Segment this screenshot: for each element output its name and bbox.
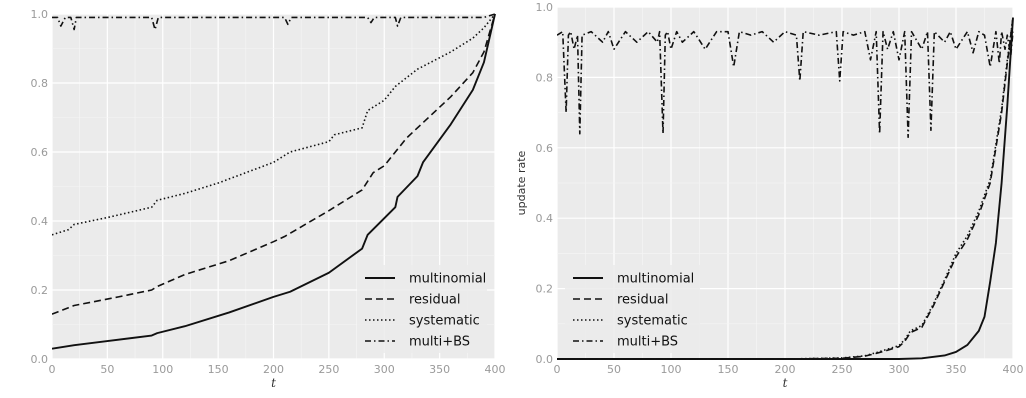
x-tick-label: 50 (100, 363, 114, 376)
legend-label-residual: residual (617, 293, 669, 308)
series-line-systematic (52, 13, 496, 236)
x-tick-label: 250 (318, 363, 339, 376)
y-tick-label: 0.2 (536, 283, 554, 296)
panel-2: 0 50 100 150 200 250 300 350 400 0.0 0.2 0.4 0.6 0.8 1… (515, 1, 1024, 390)
legend-box (357, 265, 487, 353)
x-tick-label: 300 (889, 363, 910, 376)
y-tick-label: 0.2 (31, 284, 49, 297)
x-tick-label: 400 (1003, 363, 1024, 376)
y-tick-label: 0.4 (536, 212, 554, 225)
x-axis-title: t (271, 376, 276, 390)
x-tick-label: 300 (374, 363, 395, 376)
x-tick-label: 200 (263, 363, 284, 376)
x-tick-label: 200 (775, 363, 796, 376)
y-tick-label: 0.4 (31, 215, 49, 228)
y-tick-label: 1.0 (31, 8, 49, 21)
x-tick-label: 400 (485, 363, 506, 376)
series-line-multi-bs (557, 30, 1014, 139)
panel-1: 0 50 100 150 200 250 300 350 400 0.0 0.2 0.4 0.6 0.8 1… (31, 8, 506, 390)
legend-label-multinomial: multinomial (409, 272, 486, 287)
x-tick-label: 150 (718, 363, 739, 376)
series-line-residual (52, 13, 496, 315)
legend-label-residual: residual (409, 293, 461, 308)
y-tick-label: 0.6 (536, 142, 554, 155)
legend-box (565, 265, 700, 353)
x-tick-label: 0 (49, 363, 56, 376)
y-tick-label: 0.6 (31, 146, 49, 159)
y-tick-label: 1.0 (536, 1, 554, 14)
series-line-multi-bs (52, 13, 496, 31)
y-tick-label: 0.0 (536, 353, 554, 366)
series-line-multinomial (52, 13, 496, 350)
series-group (557, 17, 1014, 360)
x-axis-title: t (783, 376, 788, 390)
legend: multinomial residual systematic multi+BS (357, 265, 487, 353)
legend-label-systematic: systematic (409, 314, 480, 329)
series-line-residual (557, 17, 1014, 360)
x-tick-label: 50 (607, 363, 621, 376)
legend-label-multi-bs: multi+BS (617, 335, 678, 350)
series-group (52, 13, 496, 350)
legend-label-multinomial: multinomial (617, 272, 694, 287)
x-tick-label: 150 (208, 363, 229, 376)
legend-label-multi-bs: multi+BS (409, 335, 470, 350)
y-tick-label: 0.0 (31, 353, 49, 366)
y-axis-title: update rate (515, 150, 528, 215)
x-tick-label: 100 (661, 363, 682, 376)
x-tick-label: 350 (429, 363, 450, 376)
legend-label-systematic: systematic (617, 314, 688, 329)
x-tick-label: 0 (554, 363, 561, 376)
x-tick-label: 100 (152, 363, 173, 376)
x-tick-label: 350 (946, 363, 967, 376)
x-tick-label: 250 (832, 363, 853, 376)
y-tick-label: 0.8 (536, 71, 554, 84)
y-tick-label: 0.8 (31, 77, 49, 90)
legend: multinomial residual systematic multi+BS (565, 265, 700, 353)
